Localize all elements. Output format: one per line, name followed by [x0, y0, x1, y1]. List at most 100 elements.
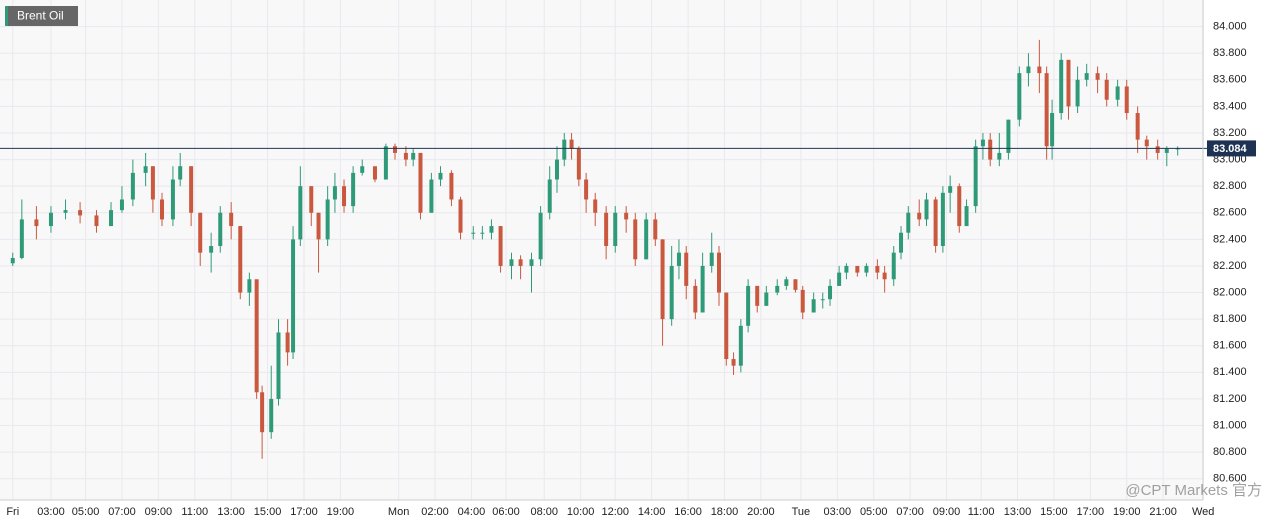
candle-body	[1075, 79, 1080, 107]
x-tick-label: Mon	[388, 506, 409, 518]
candle-body	[624, 212, 629, 220]
candle-body	[676, 252, 681, 266]
candle-body	[392, 146, 397, 153]
candle-body	[538, 212, 543, 260]
candle-body	[1006, 119, 1011, 153]
candle-body	[899, 232, 904, 253]
watermark: @CPT Markets 官方	[1125, 482, 1262, 499]
x-tick-label: 21:00	[1149, 506, 1177, 518]
candle-body	[229, 212, 234, 227]
candle-body	[633, 219, 638, 260]
x-tick-label: 20:00	[747, 506, 775, 518]
candle-body	[1155, 146, 1160, 153]
y-tick-label: 81.200	[1213, 393, 1247, 405]
candle-body	[811, 299, 816, 313]
candle-body	[653, 219, 658, 240]
candle-body	[964, 206, 969, 227]
x-tick-label: Tue	[792, 506, 811, 518]
x-tick-label: 08:00	[530, 506, 558, 518]
candle-body	[189, 166, 194, 213]
candle-body	[438, 172, 443, 180]
axes: 80.600 80.800 81.000 81.200 81.400 81.600 81.8…	[0, 21, 1256, 518]
candle-body	[864, 265, 869, 273]
candle-body	[342, 186, 347, 207]
candle-body	[160, 199, 165, 220]
candle-body	[746, 285, 751, 326]
y-tick-label: 81.400	[1213, 366, 1247, 378]
candle-body	[276, 332, 281, 399]
candle-body	[238, 226, 243, 293]
y-tick-label: 83.800	[1213, 47, 1247, 59]
y-tick-label: 82.600	[1213, 207, 1247, 219]
x-tick-label: Fri	[6, 506, 19, 518]
candle-body	[109, 210, 114, 227]
x-tick-label: 11:00	[968, 506, 995, 518]
candle-body	[94, 215, 99, 227]
candle-body	[34, 219, 39, 227]
candle-body	[547, 179, 552, 213]
candle-body	[269, 398, 274, 433]
last-price-box	[1207, 140, 1256, 157]
x-tick-label: 15:00	[1040, 506, 1068, 518]
x-tick-label: 09:00	[933, 506, 961, 518]
y-tick-label: 83.400	[1213, 100, 1247, 112]
candle-body	[480, 232, 485, 234]
candle-body	[613, 212, 618, 247]
x-tick-label: 09:00	[145, 506, 173, 518]
candle-body	[933, 199, 938, 247]
candle-body	[793, 279, 798, 290]
candle-body	[247, 279, 252, 293]
x-tick-label: 05:00	[860, 506, 888, 518]
candle-body	[660, 239, 665, 320]
x-tick-label: 18:00	[711, 506, 739, 518]
candle-body	[529, 259, 534, 266]
x-tick-label: 07:00	[896, 506, 924, 518]
candle-body	[130, 172, 135, 200]
y-tick-label: 83.600	[1213, 74, 1247, 86]
candle-body	[891, 252, 896, 280]
candle-body	[411, 152, 416, 160]
candle-body	[684, 252, 689, 286]
candle-body	[700, 265, 705, 313]
candle-body	[518, 259, 523, 266]
candle-body	[351, 172, 356, 207]
candle-body	[669, 265, 674, 320]
candle-body	[309, 186, 314, 213]
x-tick-label: 02:00	[421, 506, 449, 518]
candle-body	[1144, 139, 1149, 147]
candle-body	[10, 257, 15, 264]
chart-title: Brent Oil	[17, 9, 64, 23]
candles	[10, 39, 1180, 459]
candle-body	[644, 219, 649, 260]
candle-body	[562, 139, 567, 160]
candle-body	[78, 210, 83, 216]
candle-body	[285, 332, 290, 353]
candle-body	[731, 359, 736, 366]
candle-body	[948, 186, 953, 193]
x-tick-label: 04:00	[458, 506, 486, 518]
candle-body	[498, 226, 503, 266]
candle-body	[1135, 113, 1140, 140]
x-tick-label: 07:00	[108, 506, 136, 518]
candle-body	[593, 199, 598, 213]
y-tick-label: 80.600	[1213, 473, 1247, 485]
candle-body	[449, 172, 454, 200]
y-tick-label: 83.200	[1213, 127, 1247, 139]
candle-body	[855, 265, 860, 273]
candle-body	[383, 146, 388, 180]
candle-body	[828, 285, 833, 300]
candle-body	[882, 272, 887, 280]
candle-body	[298, 186, 303, 240]
x-tick-label: 06:00	[492, 506, 520, 518]
candle-body	[360, 166, 365, 173]
candle-body	[554, 159, 559, 180]
y-tick-label: 82.800	[1213, 180, 1247, 192]
candle-body	[1115, 86, 1120, 100]
candle-body	[988, 139, 993, 160]
x-tick-label: 14:00	[638, 506, 666, 518]
candle-body	[716, 252, 721, 293]
candle-body	[973, 146, 978, 207]
candle-body	[1017, 73, 1022, 120]
candle-body	[784, 279, 789, 286]
